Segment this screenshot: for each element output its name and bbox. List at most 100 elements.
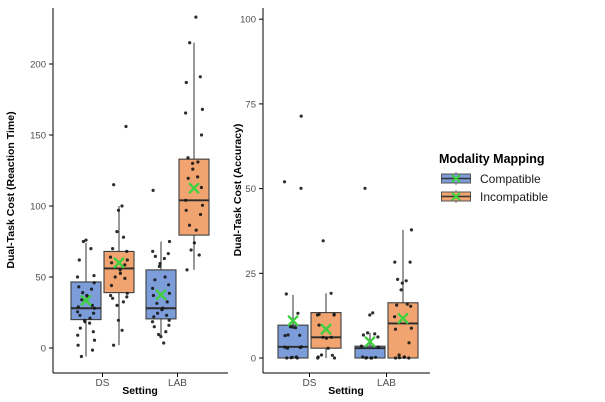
data-point xyxy=(112,183,116,187)
data-point xyxy=(361,355,365,359)
data-point xyxy=(295,356,299,360)
data-point xyxy=(90,303,94,307)
data-point xyxy=(319,353,324,357)
data-point xyxy=(153,254,157,258)
data-point xyxy=(121,300,125,304)
data-point xyxy=(76,305,80,309)
data-point xyxy=(151,293,155,298)
data-point xyxy=(118,271,122,275)
data-point xyxy=(200,107,204,111)
data-point xyxy=(111,247,115,251)
data-point xyxy=(405,302,409,306)
y-axis-title-right: Dual-Task Cost (Accuracy) xyxy=(232,124,244,257)
data-point xyxy=(187,223,192,227)
data-point xyxy=(111,296,115,300)
data-point xyxy=(92,311,96,315)
data-point xyxy=(198,212,203,217)
data-point xyxy=(151,188,155,192)
data-point xyxy=(368,313,372,317)
mean-marker-x xyxy=(397,312,409,324)
data-point xyxy=(124,124,128,129)
box xyxy=(103,250,135,294)
data-point xyxy=(184,111,188,115)
data-point xyxy=(363,186,367,190)
data-point xyxy=(407,341,411,345)
data-point xyxy=(167,318,171,322)
data-point xyxy=(155,301,159,305)
data-point xyxy=(189,248,193,252)
data-point xyxy=(197,253,201,257)
y-tick-label: 200 xyxy=(30,60,46,71)
mean-marker-x xyxy=(80,294,92,306)
data-point xyxy=(408,260,412,264)
data-point xyxy=(167,291,171,295)
y-tick-label: 100 xyxy=(30,202,46,213)
data-point xyxy=(395,303,399,307)
data-point xyxy=(76,333,80,337)
data-point xyxy=(326,346,330,350)
data-point xyxy=(284,292,288,296)
data-point xyxy=(166,252,170,256)
data-point xyxy=(289,356,293,360)
data-point xyxy=(317,323,321,327)
data-point xyxy=(361,333,365,337)
data-point xyxy=(184,198,188,202)
data-point xyxy=(157,332,161,337)
data-point xyxy=(294,326,298,330)
data-point xyxy=(80,298,84,302)
data-point xyxy=(120,204,124,208)
data-point xyxy=(123,276,127,280)
data-point xyxy=(283,345,287,349)
data-point xyxy=(162,256,166,261)
data-point xyxy=(364,356,368,360)
legend-item-label: Compatible xyxy=(480,171,541,186)
data-point xyxy=(91,330,95,334)
x-tick-label: DS xyxy=(96,378,110,389)
data-point xyxy=(153,278,157,282)
data-point xyxy=(152,315,156,319)
data-point xyxy=(83,320,87,324)
y-tick-label: 150 xyxy=(30,131,46,142)
data-point xyxy=(92,281,96,285)
legend-key-mean-x xyxy=(451,174,461,183)
data-point xyxy=(185,268,189,272)
data-point xyxy=(321,335,325,339)
data-point xyxy=(164,330,168,334)
data-point xyxy=(165,313,169,317)
y-tick-label: 0 xyxy=(41,344,46,355)
data-point xyxy=(400,281,404,285)
box xyxy=(277,324,309,359)
data-point xyxy=(376,345,380,349)
data-point xyxy=(283,334,287,338)
data-point xyxy=(115,303,119,307)
data-point xyxy=(92,338,97,342)
data-point xyxy=(76,310,80,314)
data-point xyxy=(402,355,406,359)
data-point xyxy=(329,291,333,295)
data-point xyxy=(165,300,169,304)
data-point xyxy=(108,255,113,259)
data-point xyxy=(188,41,192,45)
data-point xyxy=(92,306,96,310)
data-point xyxy=(157,264,161,268)
y-axis-title-left: Dual-Task Cost (Reaction Time) xyxy=(5,111,17,268)
data-point xyxy=(376,335,380,339)
data-point xyxy=(112,343,116,347)
mean-marker-x xyxy=(155,289,167,301)
box xyxy=(178,158,210,236)
legend-item-compatible: Compatible xyxy=(439,171,603,186)
data-point xyxy=(370,356,374,360)
data-point xyxy=(332,313,336,317)
data-point xyxy=(84,238,88,242)
data-point xyxy=(329,335,333,339)
data-point xyxy=(81,239,85,244)
data-point xyxy=(167,239,172,244)
y-tick-label: 75 xyxy=(245,99,256,110)
legend: Modality Mapping Compatible Incompatible xyxy=(439,152,603,207)
data-point xyxy=(120,328,124,332)
data-point xyxy=(186,156,190,160)
data-point xyxy=(125,249,129,253)
legend-items: Compatible Incompatible xyxy=(439,171,603,204)
